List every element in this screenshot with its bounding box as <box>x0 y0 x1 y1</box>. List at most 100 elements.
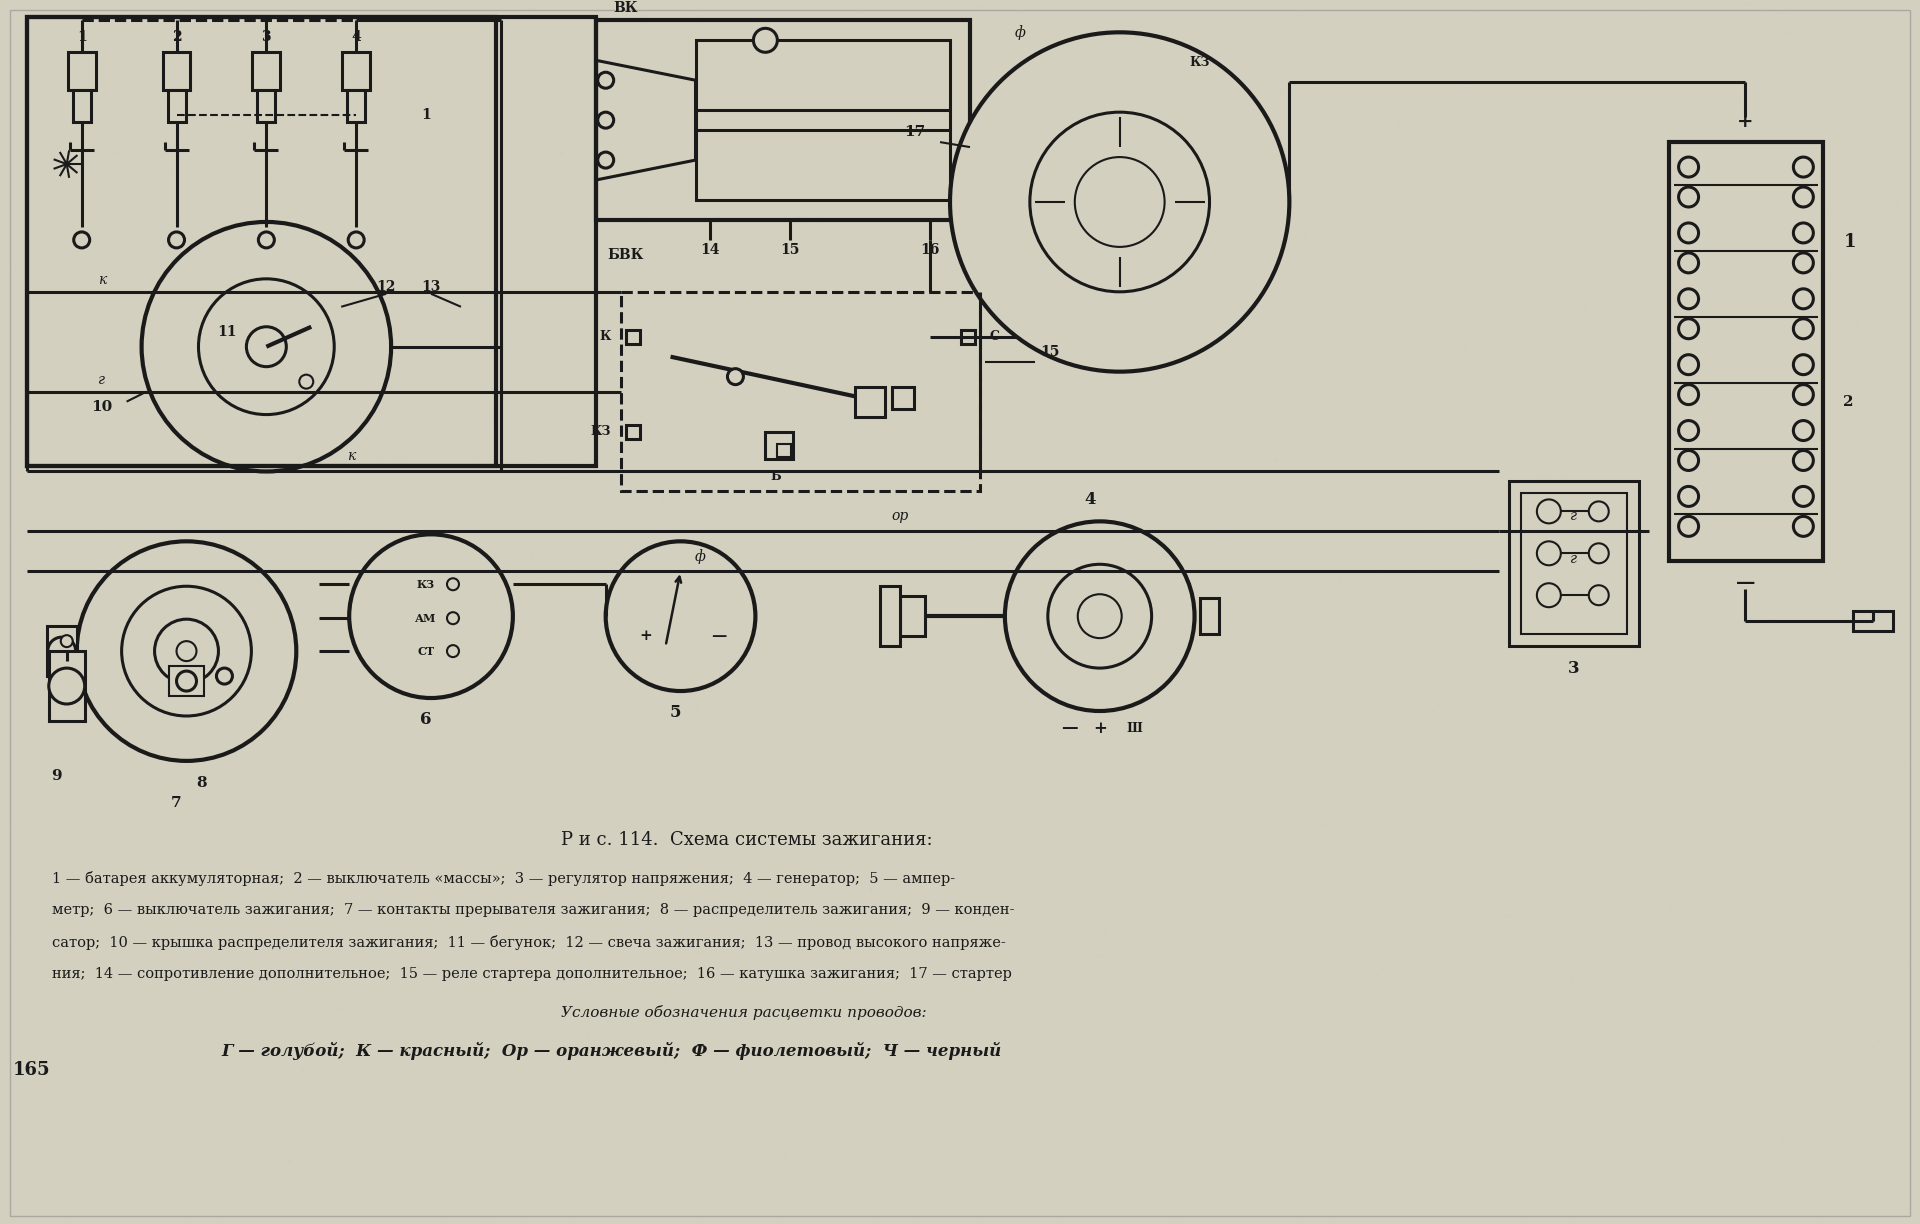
Circle shape <box>597 113 614 129</box>
Text: —: — <box>1736 574 1755 592</box>
Text: к: к <box>348 449 355 464</box>
Bar <box>67 53 96 91</box>
Text: 4: 4 <box>351 31 361 44</box>
Circle shape <box>1678 421 1699 441</box>
Text: ф: ф <box>695 548 707 564</box>
Circle shape <box>198 279 334 415</box>
Circle shape <box>447 578 459 590</box>
Circle shape <box>1678 517 1699 536</box>
Text: —: — <box>1062 721 1079 738</box>
Text: сатор;  10 — крышка распределителя зажигания;  11 — бегунок;  12 — свеча зажиган: сатор; 10 — крышка распределителя зажига… <box>52 935 1006 950</box>
Circle shape <box>728 368 743 384</box>
Text: 9: 9 <box>52 769 61 783</box>
Circle shape <box>1004 521 1194 711</box>
Text: 3: 3 <box>261 31 271 44</box>
Text: г: г <box>1571 509 1578 524</box>
Circle shape <box>597 72 614 88</box>
Bar <box>1509 481 1638 646</box>
Circle shape <box>1678 318 1699 339</box>
Text: ВК: ВК <box>612 1 637 16</box>
Bar <box>27 17 495 466</box>
Bar <box>626 329 639 344</box>
Circle shape <box>1793 223 1812 242</box>
Circle shape <box>1048 564 1152 668</box>
Circle shape <box>1793 450 1812 470</box>
Circle shape <box>1793 187 1812 207</box>
Text: 1: 1 <box>1843 233 1857 251</box>
Circle shape <box>1588 502 1609 521</box>
Circle shape <box>177 641 196 661</box>
Circle shape <box>169 231 184 248</box>
Text: КЗ: КЗ <box>1188 56 1210 69</box>
Text: —: — <box>710 629 726 643</box>
Circle shape <box>156 619 219 683</box>
Text: 11: 11 <box>217 324 236 339</box>
Text: 7: 7 <box>171 796 182 810</box>
Circle shape <box>77 541 296 761</box>
Circle shape <box>1793 253 1812 273</box>
Circle shape <box>1793 318 1812 339</box>
Text: к: к <box>98 273 106 286</box>
Text: 16: 16 <box>920 242 939 257</box>
Bar <box>257 91 275 122</box>
Text: К: К <box>599 330 611 343</box>
Circle shape <box>348 231 365 248</box>
Circle shape <box>177 671 196 692</box>
Bar <box>962 329 975 344</box>
Text: 165: 165 <box>13 1061 50 1080</box>
Bar <box>695 40 950 200</box>
Circle shape <box>1678 253 1699 273</box>
Circle shape <box>121 586 252 716</box>
Bar <box>27 17 595 466</box>
Circle shape <box>597 152 614 168</box>
Bar <box>342 53 371 91</box>
Circle shape <box>1793 517 1812 536</box>
Text: 1: 1 <box>420 108 430 122</box>
Circle shape <box>217 668 232 684</box>
Circle shape <box>48 638 75 665</box>
Circle shape <box>259 231 275 248</box>
Circle shape <box>73 231 90 248</box>
Circle shape <box>1793 355 1812 375</box>
Circle shape <box>1075 157 1165 247</box>
Bar <box>163 53 190 91</box>
Bar <box>1521 493 1626 634</box>
Circle shape <box>1793 289 1812 308</box>
Circle shape <box>1678 157 1699 177</box>
Text: КЗ: КЗ <box>417 579 436 590</box>
Circle shape <box>142 222 392 471</box>
Bar <box>893 387 914 409</box>
Circle shape <box>349 535 513 698</box>
Circle shape <box>1678 355 1699 375</box>
Text: АМ: АМ <box>415 613 436 624</box>
Circle shape <box>1678 187 1699 207</box>
Text: 15: 15 <box>1041 345 1060 359</box>
Bar <box>595 21 970 220</box>
Bar <box>1853 611 1893 632</box>
Bar <box>169 666 204 696</box>
Text: Г — голубой;  К — красный;  Ор — оранжевый;  Ф — фиолетовый;  Ч — черный: Г — голубой; К — красный; Ор — оранжевый… <box>221 1043 1002 1060</box>
Text: 1: 1 <box>77 31 86 44</box>
Bar <box>900 596 925 636</box>
Text: ния;  14 — сопротивление дополнительное;  15 — реле стартера дополнительное;  16: ния; 14 — сопротивление дополнительное; … <box>52 967 1012 980</box>
Circle shape <box>1678 486 1699 507</box>
Text: СТ: СТ <box>417 645 434 656</box>
Text: +: + <box>1092 721 1106 738</box>
Circle shape <box>753 28 778 53</box>
Text: 3: 3 <box>1569 660 1580 677</box>
Text: 2: 2 <box>1843 394 1855 409</box>
Circle shape <box>1793 384 1812 405</box>
Text: ф: ф <box>1014 24 1025 39</box>
Bar <box>48 651 84 721</box>
Text: Условные обозначения расцветки проводов:: Условные обозначения расцветки проводов: <box>561 1005 927 1021</box>
Bar <box>73 91 90 122</box>
Bar <box>252 53 280 91</box>
Circle shape <box>48 668 84 704</box>
Circle shape <box>605 541 755 692</box>
Text: 2: 2 <box>171 31 180 44</box>
Bar <box>854 387 885 416</box>
Circle shape <box>1029 113 1210 291</box>
Text: 15: 15 <box>781 242 801 257</box>
Bar <box>1200 599 1219 634</box>
Circle shape <box>950 32 1290 372</box>
